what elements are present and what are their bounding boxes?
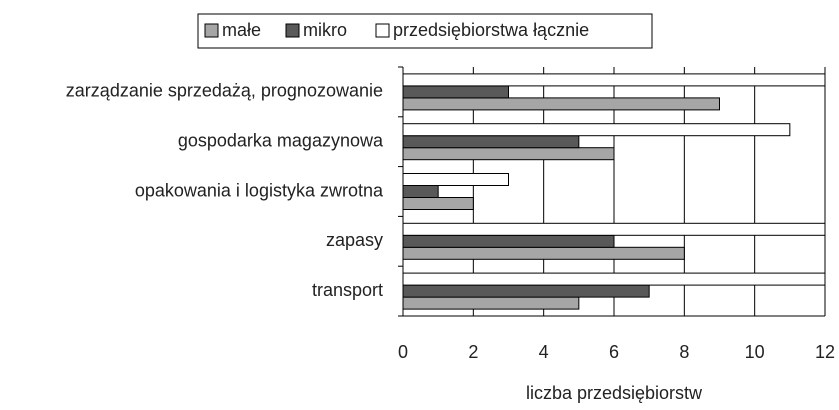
y-tick-label: zapasy bbox=[326, 230, 383, 250]
x-tick-label: 0 bbox=[398, 342, 408, 362]
x-tick-label: 4 bbox=[539, 342, 549, 362]
legend-label: małe bbox=[222, 20, 261, 40]
y-tick-label: gospodarka magazynowa bbox=[178, 130, 384, 150]
bar bbox=[402, 173, 509, 186]
x-tick-label: 6 bbox=[609, 342, 619, 362]
x-tick-label: 8 bbox=[679, 342, 689, 362]
legend-swatch bbox=[204, 23, 219, 38]
legend-swatch bbox=[285, 23, 300, 38]
y-tick-label: transport bbox=[312, 280, 383, 300]
y-tick-label: zarządzanie sprzedażą, prognozowanie bbox=[66, 81, 383, 101]
bar bbox=[402, 234, 615, 248]
bar bbox=[402, 185, 439, 198]
x-tick-label: 12 bbox=[815, 342, 835, 362]
bar bbox=[402, 97, 720, 111]
x-tick-label: 10 bbox=[745, 342, 765, 362]
legend-swatch bbox=[375, 23, 390, 38]
bar bbox=[402, 296, 580, 310]
x-axis-label: liczba przedsiębiorstw bbox=[526, 383, 703, 403]
legend-label: mikro bbox=[303, 20, 347, 40]
bar bbox=[402, 135, 580, 149]
bar bbox=[402, 73, 826, 87]
y-tick-label: opakowania i logistyka zwrotna bbox=[135, 180, 384, 200]
bar bbox=[402, 246, 685, 260]
bar bbox=[402, 272, 826, 286]
bar bbox=[402, 197, 474, 210]
legend-label: przedsiębiorstwa łącznie bbox=[393, 20, 589, 40]
bar bbox=[402, 284, 650, 298]
bar bbox=[402, 147, 615, 161]
bar bbox=[402, 85, 509, 99]
x-tick-label: 2 bbox=[468, 342, 478, 362]
bar bbox=[402, 222, 826, 236]
legend-box bbox=[197, 13, 653, 49]
bar bbox=[402, 123, 791, 137]
